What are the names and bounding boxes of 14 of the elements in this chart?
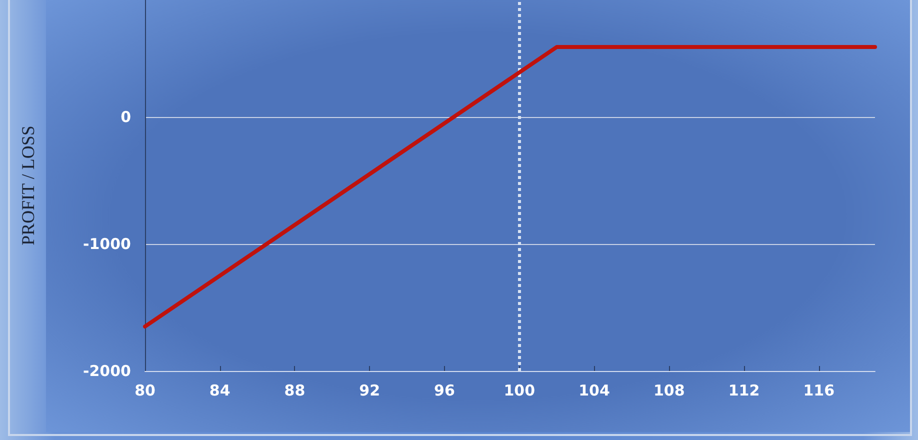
x-tick-label: 96 [434, 382, 455, 400]
y-tick-label: -2000 [83, 362, 131, 380]
x-tick-label: 80 [134, 382, 156, 400]
x-tick-label: 92 [359, 382, 380, 400]
x-tick-label: 84 [209, 382, 230, 400]
y-tick-label: 0 [120, 108, 131, 126]
x-tick-label: 112 [728, 382, 760, 400]
x-tick-label: 108 [653, 382, 685, 400]
y-axis-title: PROFIT / LOSS [18, 126, 38, 246]
y-tick-label: -1000 [83, 234, 131, 253]
x-tick-label: 104 [578, 382, 610, 400]
x-tick-label: 88 [284, 382, 306, 400]
x-tick-label: 100 [504, 382, 536, 400]
x-tick-label: 116 [803, 382, 834, 400]
